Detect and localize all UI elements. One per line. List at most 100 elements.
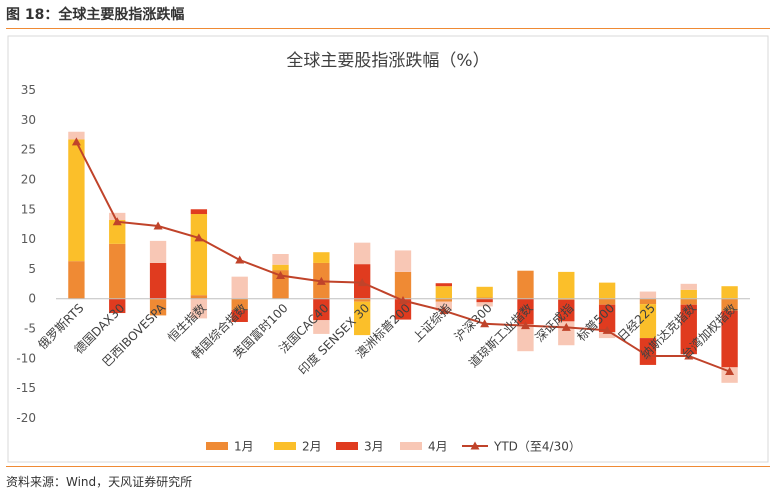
bar-segment-3 (149, 262, 167, 299)
chart-title: 全球主要股指涨跌幅（%） (286, 51, 489, 71)
y-tick-label: 5 (28, 262, 36, 276)
ytd-point (439, 306, 449, 315)
y-tick-label: -20 (16, 411, 36, 425)
ytd-point (725, 366, 735, 375)
bar-segment-3 (721, 310, 738, 368)
chart-frame (7, 35, 769, 463)
bar-segment-1 (231, 298, 248, 311)
bar-segment-1 (598, 298, 616, 305)
ytd-point (153, 221, 163, 230)
ytd-point (643, 351, 653, 360)
bar-segment-3 (680, 304, 697, 355)
bar-segment-3 (517, 298, 534, 325)
ytd-series (71, 137, 735, 375)
ytd-point (398, 296, 408, 305)
bar-segment-1 (558, 298, 575, 300)
bar-segment-1 (190, 295, 208, 299)
bar-segment-4 (639, 291, 657, 299)
ytd-point (112, 217, 122, 226)
bar-segment-3 (435, 283, 452, 287)
bar-segment-1 (354, 298, 371, 302)
ytd-point (194, 233, 204, 242)
bar-segment-2 (598, 282, 616, 299)
bar-segment-1 (272, 270, 289, 299)
source-note: 资料来源：Wind，天风证券研究所 (6, 475, 193, 489)
y-axis: -20 -15 -10 -5 0 5 10 15 20 25 30 35 (16, 83, 36, 425)
bar-segment-1 (476, 297, 493, 299)
bar-segment-3 (598, 304, 616, 333)
ytd-point (480, 319, 490, 328)
bar-segment-2 (109, 220, 126, 244)
ytd-point (235, 255, 245, 264)
bar-segment-4 (190, 298, 208, 319)
bar-segment-3 (109, 298, 126, 314)
legend-swatch (206, 442, 228, 450)
bars (68, 131, 738, 383)
legend-label: 4月 (428, 440, 448, 454)
bar-segment-1 (639, 298, 657, 305)
bar-segment-1 (394, 271, 412, 299)
bar-segment-2 (558, 271, 575, 299)
ytd-point (684, 351, 694, 360)
footer-rule (6, 466, 770, 467)
bar-segment-2 (639, 304, 657, 339)
y-tick-label: 35 (21, 83, 36, 97)
y-tick-label: 15 (21, 202, 36, 216)
bar-segment-2 (354, 301, 371, 336)
figure-caption: 图 18：全球主要股指涨跌幅 (6, 7, 185, 23)
bar-segment-1 (517, 270, 534, 299)
ytd-point (316, 276, 326, 285)
bar-segment-1 (109, 243, 126, 299)
y-tick-label: 30 (21, 113, 36, 127)
ytd-point (71, 137, 81, 146)
legend-label: 1月 (234, 440, 254, 454)
bar-segment-2 (721, 286, 738, 299)
bar-segment-3 (190, 209, 208, 215)
ytd-point (602, 325, 612, 334)
bar-segment-4 (272, 254, 289, 265)
ytd-point (357, 278, 367, 287)
legend-marker (470, 441, 480, 450)
bar-segment-4 (721, 367, 738, 383)
bar-segment-2 (680, 289, 697, 299)
bar-segment-4 (68, 131, 85, 140)
bar-segment-4 (109, 212, 126, 221)
bar-segment-1 (68, 261, 85, 299)
bar-segment-1 (149, 298, 167, 316)
legend-label: YTD（至4/30） (493, 440, 581, 454)
ytd-point (561, 322, 571, 331)
y-tick-label: 25 (21, 143, 36, 157)
ytd-point (276, 270, 286, 279)
legend-swatch (336, 442, 358, 450)
bar-segment-2 (476, 286, 493, 298)
ytd-point (520, 321, 530, 330)
bar-segment-4 (149, 240, 167, 263)
bar-segment-2 (313, 252, 330, 263)
bar-segment-4 (231, 276, 248, 299)
bar-segment-4 (313, 320, 330, 334)
bar-segment-3 (313, 298, 330, 321)
bar-segment-2 (435, 286, 452, 299)
legend-label: 3月 (364, 440, 384, 454)
y-tick-label: -15 (16, 381, 36, 395)
bar-segment-2 (190, 214, 208, 296)
y-tick-label: 10 (21, 232, 36, 246)
bar-segment-1 (721, 298, 738, 311)
y-tick-label: -5 (24, 322, 36, 336)
y-tick-label: 0 (28, 292, 36, 306)
legend: 1月 2月 3月 4月 YTD（至4/30） (206, 440, 581, 454)
y-tick-label: 20 (21, 172, 36, 186)
bar-segment-2 (272, 264, 289, 271)
bar-segment-3 (231, 310, 248, 322)
bar-segment-3 (558, 299, 575, 322)
bar-segment-3 (476, 298, 493, 303)
bar-segment-4 (354, 242, 371, 265)
bar-segment-2 (68, 139, 85, 262)
bar-segment-1 (435, 298, 452, 302)
bar-segment-4 (680, 283, 697, 290)
bar-segment-4 (476, 302, 493, 307)
legend-swatch (400, 442, 422, 450)
bar-segment-4 (394, 250, 412, 272)
y-tick-label: -10 (16, 351, 36, 365)
